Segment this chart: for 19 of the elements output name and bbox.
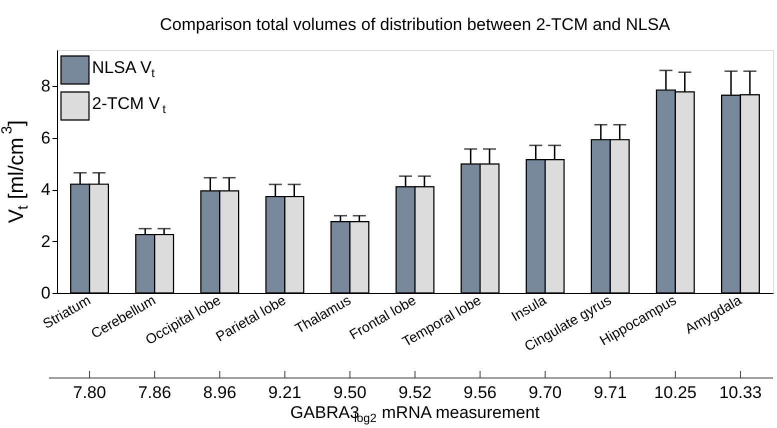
y-tick-label: 8 [41,76,50,96]
text: 10.25 [654,383,697,402]
chart-title: Comparison total volumes of distribution between 2-TCM and NLSA [160,15,671,34]
text: 9.71 [594,383,627,402]
y-axis-title: Vt [ml/cm3] [0,120,32,224]
text: 7.80 [73,383,106,402]
y-tick-label: 4 [41,180,50,200]
text: 9.52 [398,383,432,402]
text: 8.96 [203,383,236,402]
y-tick-label: 0 [41,284,50,302]
text: 7.86 [138,383,172,402]
text: 9.70 [528,383,562,402]
y-tick-label: 6 [41,128,50,148]
y-tick-label: 2 [41,232,50,251]
x-axis-title: GABRA3log2 mRNA measurement [290,403,540,426]
text: 9.56 [464,383,497,402]
text: 9.50 [333,383,366,402]
text: 9.21 [268,383,302,402]
text: 10.33 [719,383,762,402]
